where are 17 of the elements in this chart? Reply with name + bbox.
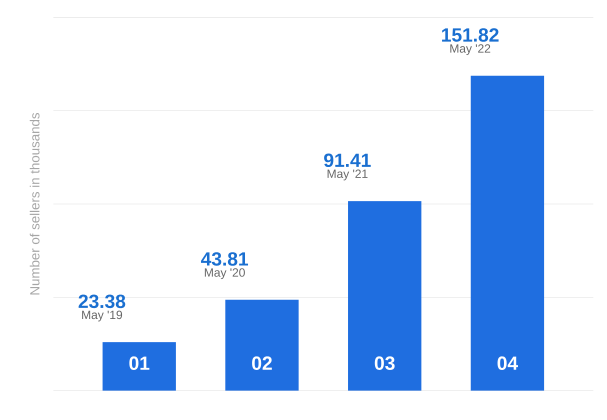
bar (470, 76, 544, 391)
annotation: May '20 (204, 268, 245, 280)
x-tick-label: 04 (498, 356, 518, 370)
bar (102, 342, 176, 391)
data-label: 151.82 (442, 28, 499, 42)
y-axis-title: Number of sellers in thousands (30, 112, 40, 294)
x-tick-label: 03 (374, 356, 395, 370)
annotation: May '22 (450, 44, 490, 56)
data-label: 43.81 (200, 252, 248, 266)
bar (225, 300, 299, 391)
data-label: 91.41 (324, 154, 371, 168)
x-tick-label: 01 (129, 356, 150, 370)
data-label: 23.38 (78, 294, 126, 308)
x-tick-label: 02 (252, 356, 272, 370)
annotation: May '19 (82, 310, 122, 322)
bar (348, 201, 422, 391)
annotation: May '21 (328, 170, 368, 180)
